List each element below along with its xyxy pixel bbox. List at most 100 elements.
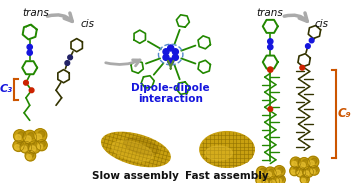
Text: cis: cis <box>80 19 94 29</box>
Circle shape <box>18 132 24 138</box>
Circle shape <box>303 176 308 181</box>
Circle shape <box>306 168 312 174</box>
Circle shape <box>29 88 34 93</box>
Text: cis: cis <box>314 19 329 29</box>
Circle shape <box>27 155 32 159</box>
Circle shape <box>27 44 32 50</box>
Circle shape <box>14 130 26 142</box>
Circle shape <box>257 179 261 184</box>
Circle shape <box>298 158 310 170</box>
Circle shape <box>300 65 305 70</box>
Circle shape <box>263 180 268 185</box>
Circle shape <box>296 167 306 177</box>
Circle shape <box>270 186 274 189</box>
Circle shape <box>269 169 274 175</box>
Circle shape <box>38 144 43 149</box>
Circle shape <box>259 177 264 182</box>
FancyArrowPatch shape <box>284 13 307 21</box>
Circle shape <box>303 167 313 177</box>
Circle shape <box>299 168 304 174</box>
Circle shape <box>276 170 280 175</box>
Circle shape <box>269 176 280 187</box>
Circle shape <box>68 55 72 60</box>
Circle shape <box>290 166 299 176</box>
Circle shape <box>265 178 271 183</box>
Circle shape <box>17 142 22 147</box>
Circle shape <box>65 61 69 65</box>
Circle shape <box>266 172 271 177</box>
Circle shape <box>264 167 276 179</box>
Circle shape <box>309 161 314 166</box>
Circle shape <box>307 156 319 167</box>
Circle shape <box>310 166 319 175</box>
Circle shape <box>276 175 285 184</box>
Circle shape <box>305 44 310 48</box>
Text: trans: trans <box>256 8 283 18</box>
Ellipse shape <box>102 132 170 167</box>
Circle shape <box>302 160 308 165</box>
Circle shape <box>294 159 299 164</box>
Ellipse shape <box>200 132 254 167</box>
Circle shape <box>268 44 273 50</box>
Text: Slow assembly: Slow assembly <box>92 171 179 181</box>
Circle shape <box>15 135 21 140</box>
Circle shape <box>257 167 267 177</box>
Circle shape <box>36 134 41 140</box>
Ellipse shape <box>112 141 153 161</box>
Circle shape <box>260 168 266 174</box>
Circle shape <box>15 145 20 150</box>
Circle shape <box>268 67 273 72</box>
Circle shape <box>22 146 27 151</box>
Circle shape <box>38 131 45 137</box>
Circle shape <box>30 146 35 152</box>
Circle shape <box>313 167 318 172</box>
Circle shape <box>311 169 315 174</box>
Circle shape <box>268 39 273 44</box>
Circle shape <box>292 161 297 166</box>
Text: Fast assembly: Fast assembly <box>185 171 269 181</box>
Circle shape <box>290 157 301 168</box>
Circle shape <box>274 166 285 177</box>
Circle shape <box>309 38 314 43</box>
Circle shape <box>300 162 305 168</box>
Circle shape <box>278 167 283 173</box>
Circle shape <box>25 136 31 142</box>
Circle shape <box>163 49 169 55</box>
Circle shape <box>24 143 30 149</box>
Circle shape <box>304 171 309 176</box>
Circle shape <box>32 143 39 149</box>
Circle shape <box>13 140 24 151</box>
Circle shape <box>172 49 178 55</box>
Circle shape <box>262 176 272 187</box>
Circle shape <box>25 150 36 161</box>
Circle shape <box>311 158 317 163</box>
Circle shape <box>23 130 37 144</box>
Circle shape <box>40 141 46 147</box>
Circle shape <box>273 178 278 183</box>
Text: trans: trans <box>22 8 49 18</box>
Circle shape <box>268 188 272 189</box>
Text: C₉: C₉ <box>338 107 351 120</box>
Circle shape <box>28 132 34 139</box>
FancyArrowPatch shape <box>106 60 140 66</box>
Circle shape <box>168 58 174 64</box>
Circle shape <box>268 107 273 112</box>
Circle shape <box>300 175 309 184</box>
Circle shape <box>271 180 275 185</box>
Text: Dipole-dipole
interaction: Dipole-dipole interaction <box>131 83 210 104</box>
Circle shape <box>266 184 276 189</box>
Circle shape <box>258 171 263 176</box>
Circle shape <box>168 45 174 51</box>
Circle shape <box>277 179 282 183</box>
Circle shape <box>28 141 41 153</box>
FancyArrowPatch shape <box>47 13 72 21</box>
Circle shape <box>36 139 47 151</box>
Ellipse shape <box>124 138 159 155</box>
Circle shape <box>27 50 32 55</box>
Circle shape <box>172 54 178 60</box>
Circle shape <box>34 129 47 142</box>
Circle shape <box>163 54 169 60</box>
Circle shape <box>297 171 302 176</box>
Circle shape <box>291 170 296 174</box>
Circle shape <box>29 152 34 157</box>
